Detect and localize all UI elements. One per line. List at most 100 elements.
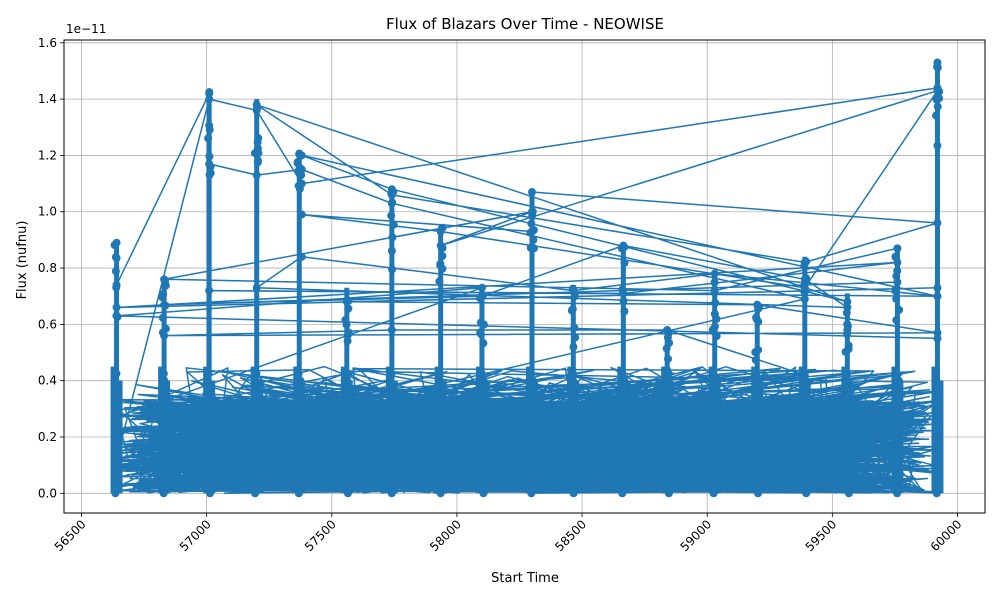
- data-point-marker: [343, 418, 352, 427]
- data-point-marker: [619, 482, 628, 491]
- data-point-marker: [893, 278, 902, 287]
- data-point-marker: [158, 418, 167, 427]
- data-point-marker: [161, 404, 170, 413]
- data-point-marker: [568, 468, 577, 477]
- data-point-marker: [344, 454, 353, 463]
- data-point-marker: [387, 432, 396, 441]
- y-tick-label: 0.2: [38, 430, 57, 444]
- data-point-marker: [251, 482, 260, 491]
- data-point-marker: [252, 369, 261, 378]
- data-point-marker: [529, 418, 538, 427]
- data-point-marker: [387, 369, 396, 378]
- data-point-marker: [206, 432, 215, 441]
- data-point-marker: [663, 468, 672, 477]
- data-point-marker: [709, 411, 718, 420]
- data-point-marker: [251, 447, 260, 456]
- data-point-marker: [435, 475, 444, 484]
- data-point-marker: [893, 489, 902, 498]
- data-point-marker: [569, 342, 578, 351]
- data-point-marker: [754, 489, 763, 498]
- data-point-marker: [841, 468, 850, 477]
- data-point-marker: [894, 376, 903, 385]
- data-point-marker: [933, 219, 942, 228]
- data-point-marker: [663, 333, 672, 342]
- data-point-marker: [843, 297, 852, 306]
- data-point-marker: [800, 371, 809, 380]
- data-point-marker: [528, 468, 537, 477]
- data-point-marker: [435, 404, 444, 413]
- data-point-marker: [526, 411, 535, 420]
- data-point-marker: [933, 86, 942, 95]
- data-point-marker: [435, 482, 444, 491]
- data-point-marker: [435, 277, 444, 286]
- data-point-marker: [526, 390, 535, 399]
- data-point-marker: [387, 190, 396, 199]
- data-point-marker: [751, 411, 760, 420]
- data-point-marker: [343, 376, 352, 385]
- data-point-marker: [841, 404, 850, 413]
- data-point-marker: [842, 475, 851, 484]
- data-point-marker: [664, 454, 673, 463]
- data-point-marker: [661, 482, 670, 491]
- data-point-marker: [160, 440, 169, 449]
- data-point-marker: [343, 489, 352, 498]
- data-point-marker: [388, 440, 397, 449]
- data-point-marker: [570, 461, 579, 470]
- data-point-marker: [619, 468, 628, 477]
- data-point-marker: [893, 418, 902, 427]
- data-point-marker: [436, 397, 445, 406]
- data-point-marker: [843, 383, 852, 392]
- data-point-marker: [113, 440, 122, 449]
- data-point-marker: [619, 411, 628, 420]
- data-point-marker: [207, 383, 216, 392]
- data-point-marker: [935, 94, 944, 103]
- data-point-marker: [932, 390, 941, 399]
- data-point-marker: [387, 489, 396, 498]
- data-point-marker: [617, 369, 626, 378]
- data-point-marker: [296, 454, 305, 463]
- data-point-marker: [845, 440, 854, 449]
- data-point-marker: [158, 397, 167, 406]
- data-point-marker: [619, 289, 628, 298]
- data-point-marker: [569, 454, 578, 463]
- data-point-marker: [343, 440, 352, 449]
- data-point-marker: [205, 170, 214, 179]
- data-point-marker: [527, 432, 536, 441]
- data-point-marker: [753, 432, 762, 441]
- data-point-marker: [892, 468, 901, 477]
- data-point-marker: [296, 468, 305, 477]
- data-point-marker: [438, 411, 447, 420]
- data-point-marker: [662, 344, 671, 353]
- data-point-marker: [528, 227, 537, 236]
- data-point-marker: [204, 418, 213, 427]
- data-point-marker: [158, 461, 167, 470]
- data-point-marker: [342, 411, 351, 420]
- data-point-marker: [205, 482, 214, 491]
- data-point-marker: [294, 489, 303, 498]
- data-point-marker: [664, 461, 673, 470]
- data-point-marker: [388, 425, 397, 434]
- data-point-marker: [932, 397, 941, 406]
- data-point-marker: [529, 235, 538, 244]
- data-point-marker: [387, 199, 396, 208]
- y-axis-label: Flux (nufnu): [15, 221, 30, 300]
- data-point-marker: [386, 454, 395, 463]
- data-point-marker: [800, 432, 809, 441]
- data-point-marker: [527, 219, 536, 228]
- data-point-marker: [206, 461, 215, 470]
- data-point-marker: [205, 95, 214, 104]
- data-point-marker: [842, 425, 851, 434]
- data-point-marker: [252, 454, 261, 463]
- data-point-marker: [711, 425, 720, 434]
- data-point-marker: [568, 390, 577, 399]
- data-point-marker: [710, 475, 719, 484]
- y-tick-layer: 0.0 0.2 0.4 0.6 0.8 1.0 1.2 1.4 1.6: [38, 36, 64, 500]
- data-point-marker: [112, 383, 121, 392]
- data-point-marker: [800, 295, 809, 304]
- data-point-marker: [387, 325, 396, 334]
- data-point-marker: [935, 447, 944, 456]
- data-point-marker: [436, 432, 445, 441]
- axes-frame: [63, 39, 986, 514]
- data-point-marker: [569, 489, 578, 498]
- data-point-marker: [251, 432, 260, 441]
